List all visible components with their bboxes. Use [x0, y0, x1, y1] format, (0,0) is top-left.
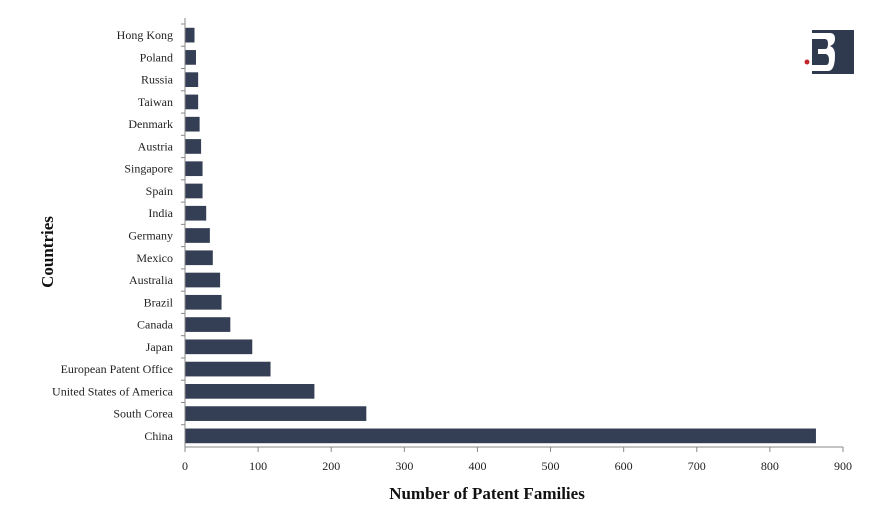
bar-european-patent-office — [185, 361, 271, 377]
category-label: Spain — [146, 184, 173, 198]
category-label: Taiwan — [138, 95, 173, 109]
bar-poland — [185, 50, 196, 65]
category-label: Singapore — [124, 162, 173, 176]
bar-austria — [185, 139, 202, 154]
category-label: Denmark — [128, 117, 173, 131]
category-label: China — [144, 429, 173, 443]
category-label: South Corea — [113, 407, 173, 421]
x-tick-label: 600 — [615, 459, 633, 473]
bar-china — [185, 428, 816, 444]
bar-india — [185, 205, 207, 221]
x-tick-label: 300 — [395, 459, 413, 473]
x-tick-label: 400 — [468, 459, 486, 473]
category-label: Russia — [141, 73, 174, 87]
x-tick-label: 100 — [249, 459, 267, 473]
category-label: European Patent Office — [61, 362, 173, 376]
x-tick-label: 700 — [688, 459, 706, 473]
x-axis-ticks: 0 100 200 300 400 500 600 700 800 900 — [182, 447, 852, 473]
bar-spain — [185, 183, 203, 199]
x-tick-label: 800 — [761, 459, 779, 473]
bars-group — [185, 27, 816, 444]
category-label: India — [148, 206, 173, 220]
bar-australia — [185, 272, 221, 288]
x-axis-title: Number of Patent Families — [389, 484, 585, 503]
category-label: Japan — [146, 340, 173, 354]
bar-brazil — [185, 294, 222, 310]
bar-united-states-of-america — [185, 383, 315, 399]
bar-germany — [185, 228, 210, 243]
category-label: Germany — [128, 229, 173, 243]
bar-south-corea — [185, 406, 367, 421]
bar-denmark — [185, 116, 200, 132]
bar-taiwan — [185, 94, 199, 110]
category-label: Poland — [140, 50, 173, 64]
bar-canada — [185, 317, 231, 332]
y-axis-title: Countries — [38, 216, 57, 288]
category-label: Brazil — [144, 295, 174, 309]
category-label: United States of America — [52, 384, 174, 398]
bar-russia — [185, 72, 199, 88]
x-tick-label: 200 — [322, 459, 340, 473]
x-tick-label: 500 — [542, 459, 560, 473]
x-tick-label: 900 — [834, 459, 852, 473]
x-tick-label: 0 — [182, 459, 188, 473]
category-label: Hong Kong — [117, 28, 173, 42]
brand-logo-icon — [804, 30, 854, 74]
bar-singapore — [185, 161, 203, 177]
category-labels: Hong Kong Poland Russia Taiwan Denmark Austri… — [52, 23, 185, 443]
bar-hong-kong — [185, 27, 195, 43]
category-label: Australia — [129, 273, 174, 287]
bar-mexico — [185, 250, 213, 266]
category-label: Austria — [138, 139, 174, 153]
bar-japan — [185, 339, 253, 355]
category-label: Canada — [137, 318, 174, 332]
category-label: Mexico — [136, 251, 173, 265]
